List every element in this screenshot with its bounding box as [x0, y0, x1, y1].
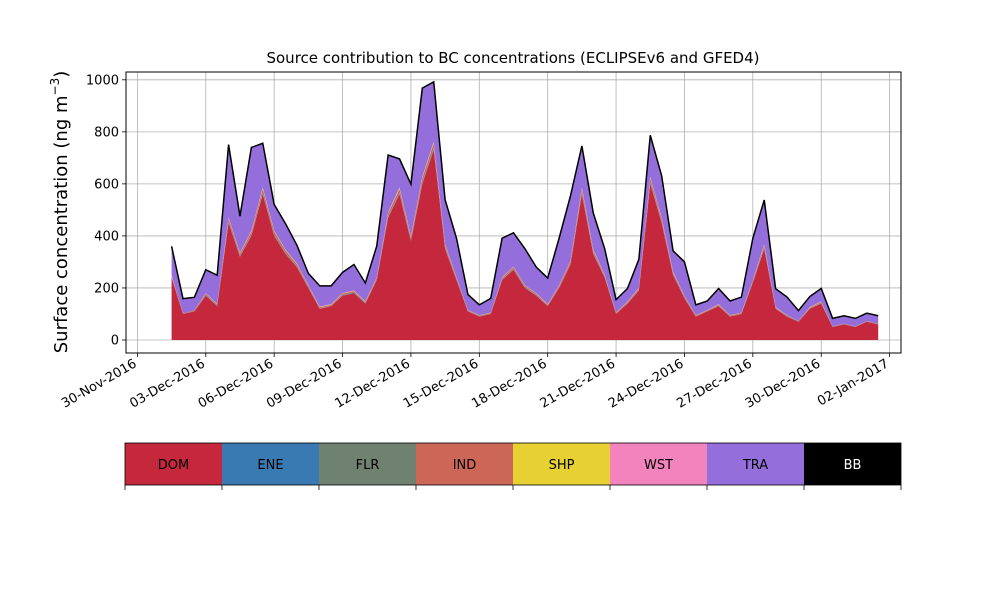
- x-tick-label: 30-Dec-2016: [743, 356, 823, 411]
- legend-colorbar: DOM ENE FLR IND SHP WST TRA BB: [124, 442, 902, 490]
- legend-swatch-bb: [804, 443, 901, 485]
- x-tick-label: 18-Dec-2016: [469, 356, 549, 411]
- legend-label-flr: FLR: [356, 458, 380, 473]
- legend-label-shp: SHP: [549, 458, 575, 473]
- x-tick-label: 21-Dec-2016: [538, 356, 618, 411]
- legend-label-dom: DOM: [158, 458, 189, 473]
- y-axis-label-text: Surface concentration (ng m: [51, 95, 72, 353]
- y-tick-label: 400: [94, 229, 119, 244]
- y-axis-label: Surface concentration (ng m−3): [48, 71, 72, 354]
- y-tick-label: 1000: [86, 73, 119, 88]
- plot-frame: [125, 71, 902, 354]
- legend-frame: [124, 442, 902, 486]
- legend-label-bb: BB: [844, 458, 862, 473]
- legend-label-wst: WST: [644, 458, 673, 473]
- y-tick-label: 800: [94, 125, 119, 140]
- area-series-tra: [171, 81, 879, 327]
- y-tick-label: 600: [94, 177, 119, 192]
- legend-label-ene: ENE: [257, 458, 283, 473]
- legend-swatch-dom: [125, 443, 222, 485]
- legend-swatch-wst: [610, 443, 707, 485]
- x-tick-label: 09-Dec-2016: [264, 356, 344, 411]
- x-tick-label: 27-Dec-2016: [674, 356, 754, 411]
- stacked-area-plot: [170, 80, 879, 340]
- legend-swatch-ind: [416, 443, 513, 485]
- legend-swatch-flr: [319, 443, 416, 485]
- x-tick-label: 30-Nov-2016: [59, 356, 139, 411]
- x-tick-label: 06-Dec-2016: [196, 356, 276, 411]
- y-axis-label-close: ): [51, 71, 72, 78]
- legend-label-tra: TRA: [742, 458, 768, 473]
- y-tick-label: 0: [111, 333, 119, 348]
- total-concentration-line: [170, 80, 879, 320]
- x-tick-label: 24-Dec-2016: [606, 356, 686, 411]
- chart-title: Source contribution to BC concentrations…: [266, 49, 759, 67]
- y-tick-label: 200: [94, 281, 119, 296]
- y-axis-label-unit: −3: [48, 78, 62, 96]
- area-series-dom: [171, 150, 879, 340]
- x-tick-label: 12-Dec-2016: [333, 356, 413, 411]
- legend-swatch-shp: [513, 443, 610, 485]
- legend-swatch-tra: [707, 443, 804, 485]
- x-tick-label: 03-Dec-2016: [127, 356, 207, 411]
- y-axis-ticks: 0 200 400 600 800 1000: [86, 73, 126, 348]
- x-axis-ticks: 30-Nov-201603-Dec-201606-Dec-201609-Dec-…: [59, 353, 892, 412]
- x-tick-label: 02-Jan-2017: [815, 356, 892, 409]
- legend-label-ind: IND: [453, 458, 477, 473]
- x-tick-label: 15-Dec-2016: [401, 356, 481, 411]
- legend-swatch-ene: [222, 443, 319, 485]
